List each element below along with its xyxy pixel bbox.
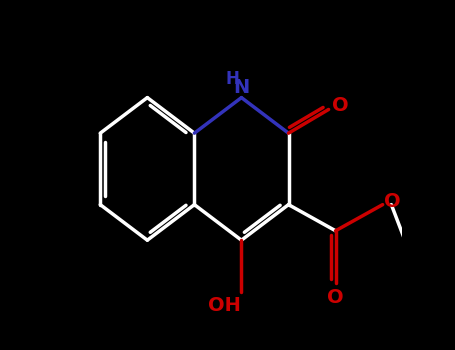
Text: O: O [327,287,344,307]
Text: O: O [332,96,349,115]
Text: H: H [226,70,240,89]
Text: O: O [384,192,401,211]
Text: N: N [233,78,250,97]
Text: OH: OH [207,296,240,315]
